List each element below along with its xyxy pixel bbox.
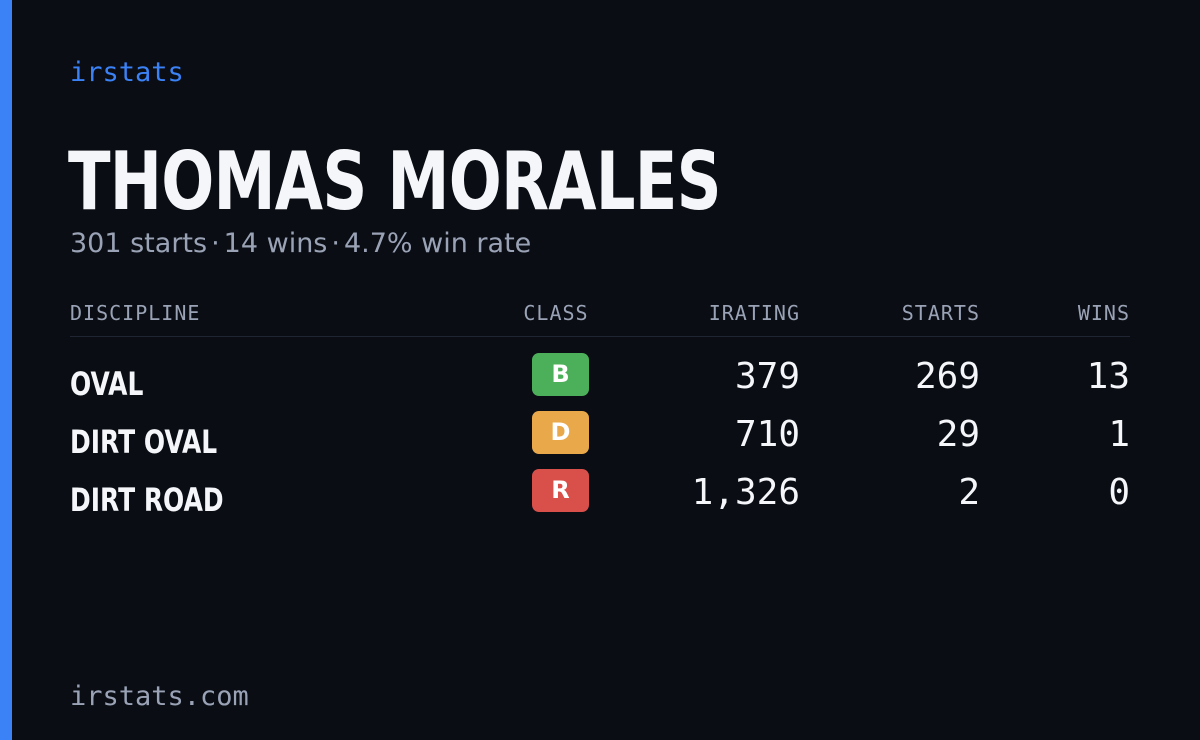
summary-win-rate: 4.7% win rate bbox=[343, 228, 532, 259]
class-badge: D bbox=[532, 411, 589, 454]
table-body: OVAL B 379 269 13 DIRT OVAL D 710 29 1 D… bbox=[70, 337, 1130, 527]
driver-name: THOMAS MORALES bbox=[68, 135, 722, 228]
class-badge: B bbox=[532, 353, 589, 396]
row-starts: 29 bbox=[936, 414, 980, 455]
header-discipline: DISCIPLINE bbox=[70, 301, 201, 325]
table-row: DIRT ROAD R 1,326 2 0 bbox=[70, 469, 1130, 527]
summary-wins: 14 wins bbox=[223, 228, 328, 259]
row-irating: 379 bbox=[734, 356, 800, 397]
summary-separator: · bbox=[331, 228, 340, 259]
row-wins: 0 bbox=[1108, 472, 1130, 513]
brand-logo: irstats bbox=[70, 57, 184, 88]
table-row: DIRT OVAL D 710 29 1 bbox=[70, 411, 1130, 469]
driver-summary: 301 starts · 14 wins · 4.7% win rate bbox=[70, 226, 531, 262]
row-discipline: OVAL bbox=[70, 365, 144, 403]
summary-separator: · bbox=[211, 228, 220, 259]
header-irating: IRATING bbox=[708, 301, 800, 325]
row-discipline: DIRT OVAL bbox=[70, 423, 218, 461]
class-badge: R bbox=[532, 469, 589, 512]
table-row: OVAL B 379 269 13 bbox=[70, 353, 1130, 411]
header-wins: WINS bbox=[1077, 301, 1130, 325]
header-class: CLASS bbox=[523, 301, 589, 325]
row-wins: 13 bbox=[1086, 356, 1130, 397]
table-header: DISCIPLINE CLASS IRATING STARTS WINS bbox=[70, 296, 1130, 337]
row-irating: 710 bbox=[734, 414, 800, 455]
accent-bar bbox=[0, 0, 12, 740]
row-discipline: DIRT ROAD bbox=[70, 481, 224, 519]
footer-url: irstats.com bbox=[70, 681, 249, 712]
row-irating: 1,326 bbox=[691, 472, 800, 513]
row-wins: 1 bbox=[1108, 414, 1130, 455]
row-starts: 2 bbox=[958, 472, 980, 513]
stats-table: DISCIPLINE CLASS IRATING STARTS WINS OVA… bbox=[70, 296, 1130, 527]
header-starts: STARTS bbox=[901, 301, 980, 325]
row-starts: 269 bbox=[914, 356, 980, 397]
summary-starts: 301 starts bbox=[70, 228, 208, 259]
